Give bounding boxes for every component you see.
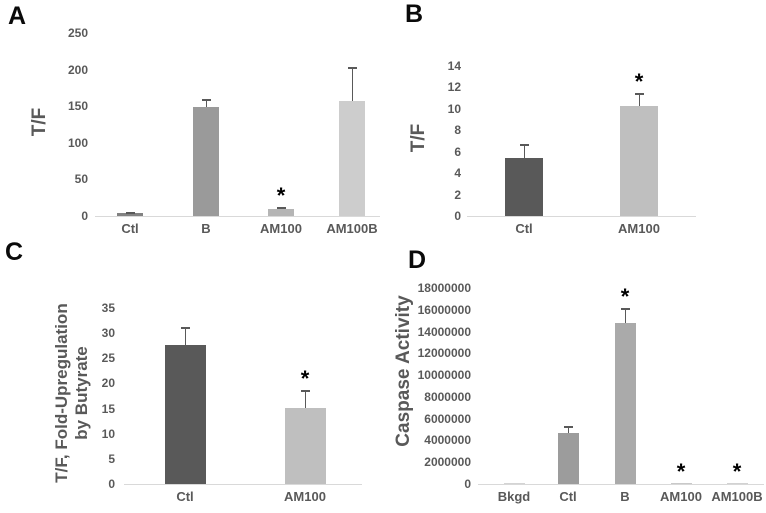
y-tick-label: 2 (454, 187, 461, 202)
category-label: Bkgd (497, 489, 531, 504)
bar-ctl (557, 433, 579, 484)
error-bar-cap (126, 211, 135, 214)
y-tick-label: 8000000 (424, 389, 471, 404)
y-tick-label: 0 (108, 477, 115, 491)
bar-am100 (620, 105, 658, 216)
category-label: AM100 (260, 221, 302, 236)
y-tick-label: 25 (101, 351, 115, 366)
panel-d: D Caspase Activity 0 2000000 4000000 600000… (383, 246, 766, 511)
category-label: Ctl (176, 489, 194, 504)
plot-area-a: 0 50 100 150 200 250 Ctl B * AM100 AM100B (0, 0, 383, 256)
significance-star: * (620, 283, 630, 309)
panel-letter-c: C (5, 238, 24, 266)
category-label: Ctl (559, 489, 577, 504)
significance-star: * (634, 68, 644, 94)
category-label: B (201, 221, 211, 236)
bar-b (614, 322, 636, 484)
panel-letter-a: A (8, 2, 27, 30)
significance-star: * (732, 459, 742, 484)
y-tick-label: 2000000 (424, 455, 471, 470)
bar-am100b (339, 101, 365, 216)
plot-area-b: 0 2 4 6 8 10 12 14 Ctl * AM100 (383, 0, 766, 256)
error-bar-cap (301, 389, 310, 392)
error-bar (625, 307, 626, 323)
y-tick-label: 4 (454, 166, 461, 181)
y-tick-label: 0 (81, 209, 88, 223)
error-bar-cap (277, 206, 286, 209)
y-tick-label: 5 (108, 451, 115, 466)
y-tick-label: 50 (74, 172, 88, 187)
error-bar-cap (621, 307, 630, 310)
plot-area-c: 0 5 10 15 20 25 30 35 Ctl * AM100 (0, 255, 383, 511)
x-axis-line (478, 484, 764, 485)
y-tick-label: 16000000 (417, 302, 471, 317)
bar-am100 (268, 209, 294, 216)
y-tick-label: 18000000 (417, 281, 471, 295)
y-tick-label: 12 (447, 80, 461, 95)
y-tick-label: 10 (447, 101, 461, 116)
y-tick-label: 0 (464, 477, 471, 491)
y-tick-label: 10 (101, 426, 115, 441)
category-label: AM100 (284, 489, 326, 504)
error-bar (524, 144, 525, 159)
significance-star: * (676, 459, 686, 484)
y-tick-label: 20 (101, 376, 115, 391)
significance-star: * (300, 365, 310, 391)
error-bar (206, 98, 207, 107)
category-label: B (620, 489, 630, 504)
y-tick-label: 10000000 (417, 368, 471, 383)
bar-am100b (726, 483, 748, 484)
y-tick-label: 14000000 (417, 324, 471, 339)
y-tick-label: 200 (67, 62, 88, 77)
y-tick-label: 12000000 (417, 346, 471, 361)
error-bar-cap (202, 98, 211, 101)
bar-b (193, 106, 219, 216)
x-axis-line (467, 216, 696, 217)
y-tick-label: 35 (101, 301, 115, 315)
x-axis-line (124, 484, 362, 485)
category-label: AM100 (660, 489, 702, 504)
y-tick-label: 15 (101, 401, 115, 416)
error-bar-cap (348, 67, 357, 70)
error-bar (185, 326, 186, 345)
category-label: Ctl (121, 221, 139, 236)
plot-area-d: 0 2000000 4000000 6000000 8000000 10000000 120… (383, 255, 766, 511)
bar-am100 (670, 483, 692, 484)
y-tick-label: 6 (454, 144, 461, 159)
panel-b: B T/F 0 2 4 6 8 10 12 14 Ctl * AM100 (383, 0, 766, 256)
category-label: Ctl (515, 221, 533, 236)
error-bar (305, 389, 306, 408)
error-bar-cap (520, 144, 529, 147)
error-bar-cap (181, 326, 190, 329)
y-tick-label: 250 (67, 26, 88, 40)
panel-letter-d: D (408, 246, 427, 274)
y-tick-label: 4000000 (424, 433, 471, 448)
significance-star: * (276, 182, 286, 208)
bar-ctl (505, 158, 543, 216)
category-label: AM100 (618, 221, 660, 236)
y-tick-label: 150 (67, 99, 88, 114)
panel-letter-b: B (405, 0, 424, 28)
bar-ctl (164, 344, 206, 484)
error-bar (352, 67, 353, 102)
bar-ctl (117, 212, 143, 216)
bar-bkgd (503, 482, 525, 484)
x-axis-line (95, 216, 380, 217)
y-tick-label: 6000000 (424, 411, 471, 426)
y-tick-label: 30 (101, 326, 115, 341)
y-tick-label: 100 (67, 135, 88, 150)
y-tick-label: 8 (454, 123, 461, 138)
bar-am100 (284, 407, 326, 484)
y-tick-label: 14 (447, 59, 461, 73)
category-label: AM100B (326, 221, 378, 236)
error-bar-cap (564, 425, 573, 428)
error-bar (639, 92, 640, 106)
y-tick-label: 0 (454, 209, 461, 223)
category-label: AM100B (711, 489, 763, 504)
panel-a: A T/F 0 50 100 150 200 250 Ctl B * AM100 AM100B (0, 0, 383, 256)
error-bar (568, 425, 569, 434)
error-bar-cap (635, 92, 644, 95)
